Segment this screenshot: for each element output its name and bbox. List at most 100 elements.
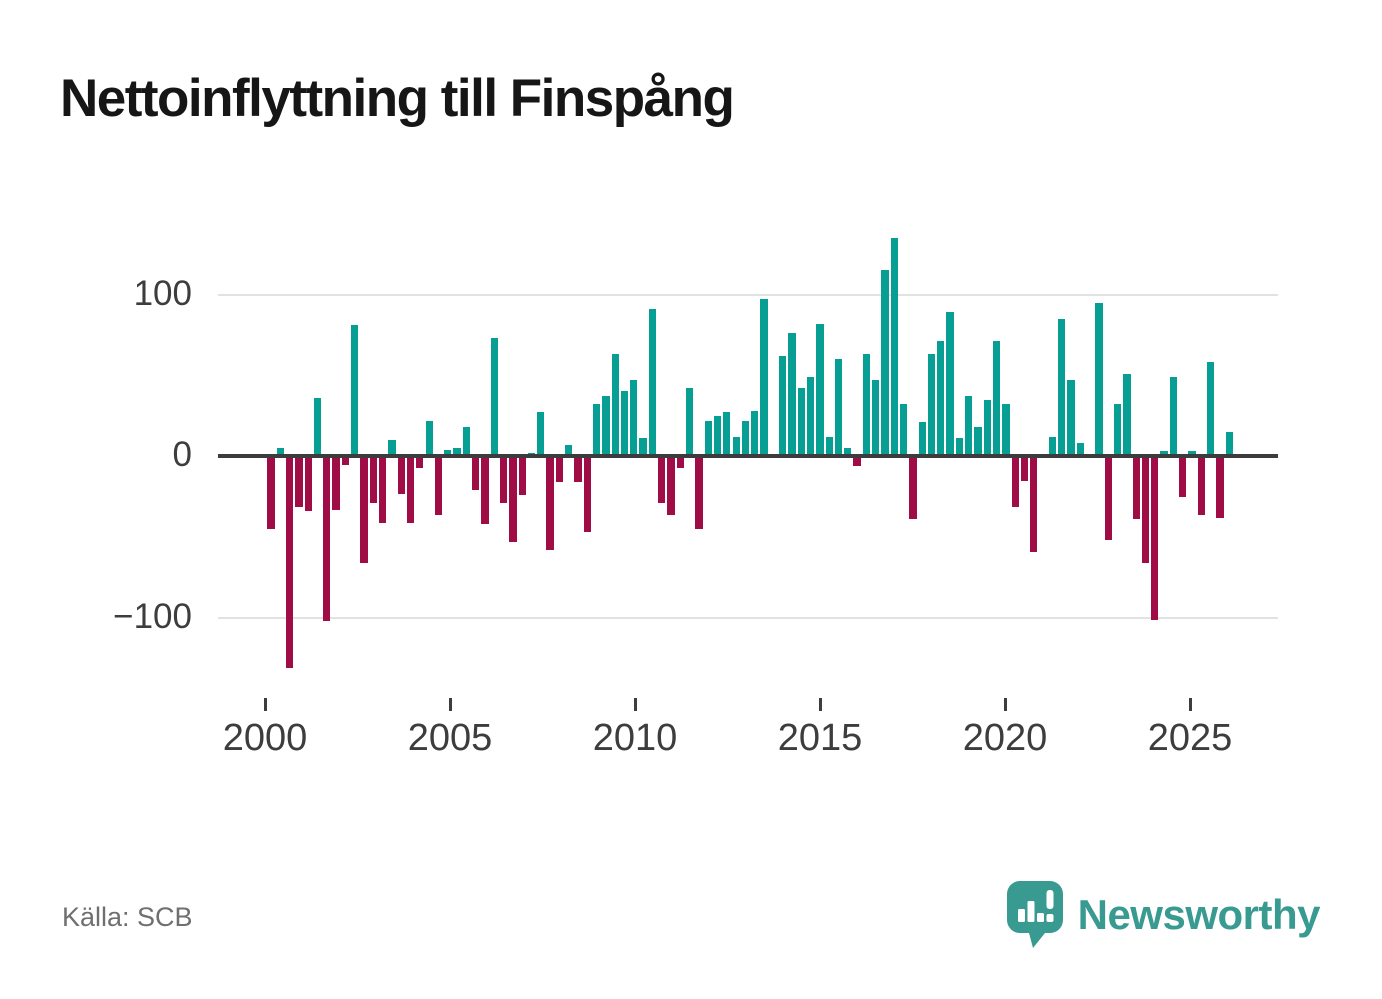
bar (1030, 458, 1038, 552)
x-tick-label: 2000 (222, 717, 308, 759)
chart-title: Nettoinflyttning till Finspång (60, 69, 735, 128)
bar (304, 458, 312, 512)
bar (816, 323, 824, 456)
bar (685, 388, 694, 456)
bar (1141, 458, 1150, 563)
bar (1216, 458, 1224, 518)
bar (574, 458, 582, 483)
bar (434, 458, 443, 515)
bar (1160, 451, 1168, 456)
bar (779, 355, 787, 456)
bar (583, 458, 591, 533)
bar (1188, 451, 1196, 456)
bar (276, 447, 284, 456)
bar (825, 436, 833, 456)
bar (1206, 362, 1215, 456)
bar (565, 444, 573, 456)
brand-name: Newsworthy (1077, 891, 1321, 938)
bar (416, 458, 424, 468)
bar (555, 458, 564, 483)
y-tick-label: 100 (133, 273, 192, 313)
zero-axis-line (218, 454, 1278, 458)
x-tick-label: 2015 (777, 717, 863, 759)
bar (806, 376, 815, 456)
bar (369, 458, 377, 504)
bar (732, 436, 740, 456)
bar (862, 354, 871, 456)
bar (397, 458, 405, 494)
x-tick-label: 2020 (962, 717, 1048, 759)
bar (983, 399, 991, 456)
bar (946, 312, 954, 456)
bar (639, 438, 647, 456)
x-axis-tick-mark (263, 698, 267, 711)
bar (546, 458, 554, 551)
x-tick-label: 2005 (407, 717, 493, 759)
gridline-100 (218, 293, 1278, 296)
bar (713, 415, 722, 456)
bar (965, 396, 973, 456)
newsworthy-logo-icon (1006, 880, 1064, 950)
bar (360, 458, 368, 563)
bar (648, 309, 657, 456)
bar (378, 458, 387, 523)
bar (332, 458, 340, 510)
bar (899, 404, 908, 456)
y-tick-label: −100 (113, 596, 192, 636)
bar (881, 270, 889, 456)
bar (620, 391, 629, 456)
bar (267, 458, 275, 530)
x-axis-tick-mark (633, 698, 637, 711)
bar (295, 458, 303, 507)
bar (323, 458, 331, 622)
bar (602, 396, 610, 456)
source-caption: Källa: SCB (62, 902, 193, 932)
bar (351, 325, 359, 456)
bar (1132, 458, 1140, 520)
plot-area (218, 230, 1278, 700)
bar (1048, 436, 1057, 456)
bar (1151, 458, 1159, 620)
bar (955, 438, 964, 456)
bar (341, 458, 350, 465)
bar (927, 354, 936, 456)
bar (844, 447, 852, 456)
x-axis-tick-mark (448, 698, 452, 711)
bar (462, 426, 471, 456)
bar (1076, 443, 1085, 456)
bar (490, 338, 498, 456)
bar (992, 341, 1001, 456)
bar (1020, 458, 1029, 481)
bar (872, 380, 880, 456)
bar (853, 458, 861, 467)
bar (592, 404, 601, 456)
bar (611, 354, 619, 456)
bar (444, 449, 452, 456)
bar (751, 410, 759, 456)
bar (788, 333, 796, 456)
x-axis-tick-mark (1003, 698, 1007, 711)
bar (537, 412, 545, 456)
bar (453, 447, 461, 456)
y-tick-label: 0 (172, 435, 192, 475)
bar (937, 341, 945, 456)
bar (518, 458, 526, 496)
bar (1197, 458, 1205, 515)
bar (406, 458, 415, 523)
bar (425, 420, 433, 456)
bar (1067, 380, 1075, 456)
bar (1095, 302, 1103, 456)
bar (630, 380, 638, 456)
bar (1179, 458, 1187, 497)
bar (1058, 318, 1066, 456)
bar (1011, 458, 1019, 507)
x-axis-tick-mark (818, 698, 822, 711)
bar (509, 458, 517, 542)
bar (909, 458, 917, 520)
brand-lockup: Newsworthy (1006, 880, 1321, 950)
bar (1113, 404, 1122, 456)
bar (667, 458, 675, 515)
bar (481, 458, 489, 525)
bar (704, 420, 712, 456)
